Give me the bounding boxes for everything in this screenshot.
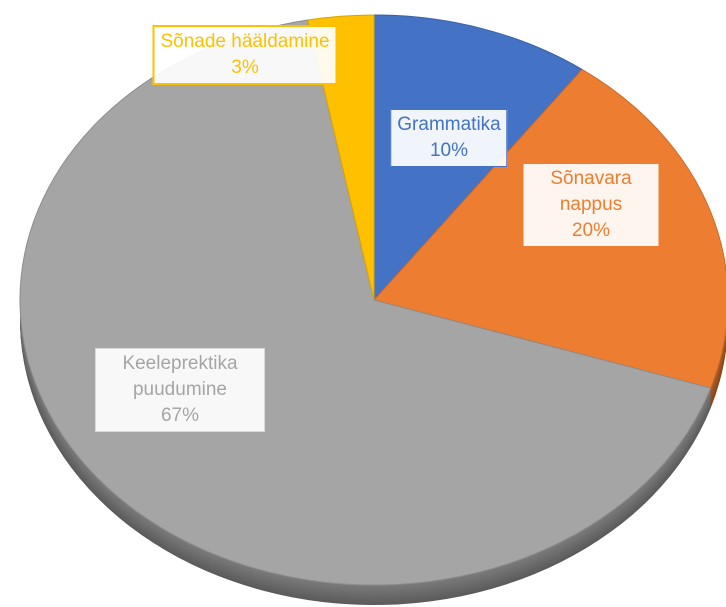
pie-slice: [19, 19, 712, 586]
value-label: 67%: [160, 405, 200, 426]
value-label: 10%: [429, 140, 469, 161]
category-label: Grammatika: [397, 114, 501, 135]
category-label: Sõnavara nappus: [550, 168, 632, 215]
data-label: Grammatika 10%: [390, 109, 508, 167]
value-label: 20%: [571, 220, 611, 241]
pie-slice: [307, 14, 375, 301]
data-label: Keeleprektika puudumine 67%: [95, 348, 265, 432]
value-label: 3%: [231, 57, 259, 78]
category-label: Keeleprektika puudumine: [122, 353, 238, 400]
data-label: Sõnavara nappus 20%: [523, 164, 659, 246]
category-label: Sõnade hääldamine: [160, 31, 330, 52]
data-label: Sõnade hääldamine 3%: [152, 25, 338, 85]
